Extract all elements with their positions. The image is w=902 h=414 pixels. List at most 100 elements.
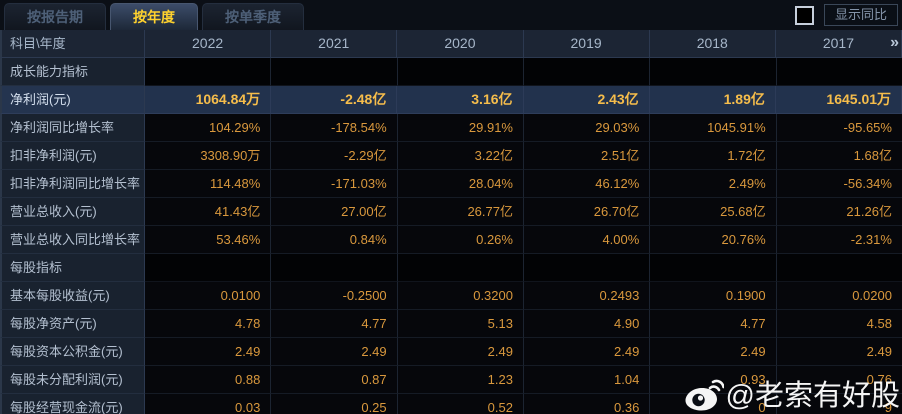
table-row[interactable]: 扣非净利润(元) 3308.90万 -2.29亿 3.22亿 2.51亿 1.72亿 1.6…	[0, 142, 902, 170]
cell-value: 1645.01万	[775, 86, 902, 114]
row-label: 扣非净利润(元)	[0, 142, 145, 170]
cell-value: 0.84%	[271, 226, 398, 254]
cell-value: 21.26亿	[776, 198, 902, 226]
section-row[interactable]: 每股指标	[0, 254, 902, 282]
table-row[interactable]: 每股净资产(元) 4.78 4.77 5.13 4.90 4.77 4.58	[0, 310, 902, 338]
cell-value	[145, 254, 272, 282]
cell-value: 3.22亿	[397, 142, 524, 170]
cell-value: 2.49	[650, 338, 777, 366]
cell-value: 2.49	[523, 338, 651, 366]
cell-value: 0.25	[271, 394, 398, 414]
cell-value	[776, 254, 902, 282]
cell-value: 104.29%	[145, 114, 272, 142]
cell-value: 4.90	[523, 310, 651, 338]
cell-value: 1.68亿	[776, 142, 902, 170]
table-row[interactable]: 每股未分配利润(元) 0.88 0.87 1.23 1.04 0.93 0.76	[0, 366, 902, 394]
tab-bar-tabs: 按报告期 按年度 按单季度	[0, 3, 304, 30]
more-years-icon[interactable]: »	[890, 34, 899, 51]
cell-value: 2.51亿	[523, 142, 651, 170]
row-label: 每股资本公积金(元)	[0, 338, 145, 366]
cell-value: 27.00亿	[271, 198, 398, 226]
cell-value: 0	[650, 394, 777, 414]
cell-value: 29.03%	[523, 114, 651, 142]
cell-value: 26.77亿	[397, 198, 524, 226]
cell-value: 2.43亿	[523, 86, 650, 114]
year-header: 2021	[271, 30, 398, 58]
cell-value: 3.16亿	[397, 86, 524, 114]
cell-value: 41.43亿	[145, 198, 272, 226]
cell-value: 0.93	[650, 366, 777, 394]
cell-value: 4.77	[650, 310, 777, 338]
cell-value: -2.48亿	[271, 86, 398, 114]
cell-value: 46.12%	[523, 170, 651, 198]
table-row[interactable]: 营业总收入同比增长率 53.46% 0.84% 0.26% 4.00% 20.76% -2.…	[0, 226, 902, 254]
cell-value: 2.49	[776, 338, 902, 366]
row-label: 每股指标	[0, 254, 145, 282]
cell-value: 0.1900	[650, 282, 777, 310]
table-row[interactable]: 净利润同比增长率 104.29% -178.54% 29.91% 29.03% 1045.…	[0, 114, 902, 142]
row-label: 净利润同比增长率	[0, 114, 145, 142]
tab-bar: 按报告期 按年度 按单季度 显示同比	[0, 0, 902, 30]
compare-controls: 显示同比	[795, 4, 898, 26]
table-row[interactable]: 每股经营现金流(元) 0.03 0.25 0.52 0.36 0 9	[0, 394, 902, 414]
cell-value: 1.23	[397, 366, 524, 394]
row-label: 净利润(元)	[0, 86, 145, 114]
cell-value: -0.2500	[271, 282, 398, 310]
row-label: 每股经营现金流(元)	[0, 394, 145, 414]
cell-value: 3308.90万	[145, 142, 272, 170]
year-header: 2020	[397, 30, 524, 58]
cell-value: -178.54%	[271, 114, 398, 142]
cell-value: 1064.84万	[145, 86, 272, 114]
section-row[interactable]: 成长能力指标	[0, 58, 902, 86]
cell-value: -2.29亿	[271, 142, 398, 170]
cell-value: 0.0100	[145, 282, 272, 310]
row-label: 扣非净利润同比增长率	[0, 170, 145, 198]
year-header: 2017	[775, 30, 902, 58]
cell-value	[650, 58, 777, 86]
cell-value: 114.48%	[145, 170, 272, 198]
cell-value: 4.77	[271, 310, 398, 338]
cell-value: 2.49%	[650, 170, 777, 198]
table-row[interactable]: 每股资本公积金(元) 2.49 2.49 2.49 2.49 2.49 2.49	[0, 338, 902, 366]
cell-value	[650, 254, 777, 282]
cell-value	[271, 58, 398, 86]
cell-value: -56.34%	[776, 170, 902, 198]
table-row[interactable]: 基本每股收益(元) 0.0100 -0.2500 0.3200 0.2493 0.1900…	[0, 282, 902, 310]
cell-value: 1045.91%	[650, 114, 777, 142]
row-label: 每股未分配利润(元)	[0, 366, 145, 394]
cell-value: 0.3200	[397, 282, 524, 310]
tab-by-year[interactable]: 按年度	[110, 3, 198, 30]
row-label: 营业总收入同比增长率	[0, 226, 145, 254]
cell-value: -2.31%	[776, 226, 902, 254]
cell-value: 2.49	[145, 338, 272, 366]
cell-value: 0.0200	[776, 282, 902, 310]
cell-value: 2.49	[397, 338, 524, 366]
row-label: 成长能力指标	[0, 58, 145, 86]
show-yoy-checkbox[interactable]	[795, 5, 814, 25]
cell-value: 4.78	[145, 310, 272, 338]
cell-value	[397, 254, 524, 282]
cell-value: 20.76%	[650, 226, 777, 254]
cell-value: 0.26%	[397, 226, 524, 254]
cell-value: 29.91%	[397, 114, 524, 142]
row-label: 每股净资产(元)	[0, 310, 145, 338]
show-yoy-label[interactable]: 显示同比	[824, 4, 898, 26]
cell-value: 2.49	[271, 338, 398, 366]
cell-value: 5.13	[397, 310, 524, 338]
table-row[interactable]: 营业总收入(元) 41.43亿 27.00亿 26.77亿 26.70亿 25.68亿 21…	[0, 198, 902, 226]
table-header-row: 科目\年度 2022 2021 2020 2019 2018 2017»	[0, 30, 902, 58]
row-label: 营业总收入(元)	[0, 198, 145, 226]
cell-value	[776, 58, 902, 86]
tab-by-quarter[interactable]: 按单季度	[202, 3, 304, 30]
cell-value: 0.03	[145, 394, 272, 414]
table-row[interactable]: 扣非净利润同比增长率 114.48% -171.03% 28.04% 46.12% 2.4…	[0, 170, 902, 198]
tab-by-report-period[interactable]: 按报告期	[4, 3, 106, 30]
cell-value	[523, 58, 651, 86]
cell-value: 0.52	[397, 394, 524, 414]
year-header: 2022	[145, 30, 272, 58]
cell-value: 4.00%	[523, 226, 651, 254]
table-row[interactable]: 净利润(元) 1064.84万 -2.48亿 3.16亿 2.43亿 1.89亿 1645.…	[0, 86, 902, 114]
cell-value: 4.58	[776, 310, 902, 338]
financial-table: 科目\年度 2022 2021 2020 2019 2018 2017» 成长能力指标 净利润(…	[0, 30, 902, 414]
